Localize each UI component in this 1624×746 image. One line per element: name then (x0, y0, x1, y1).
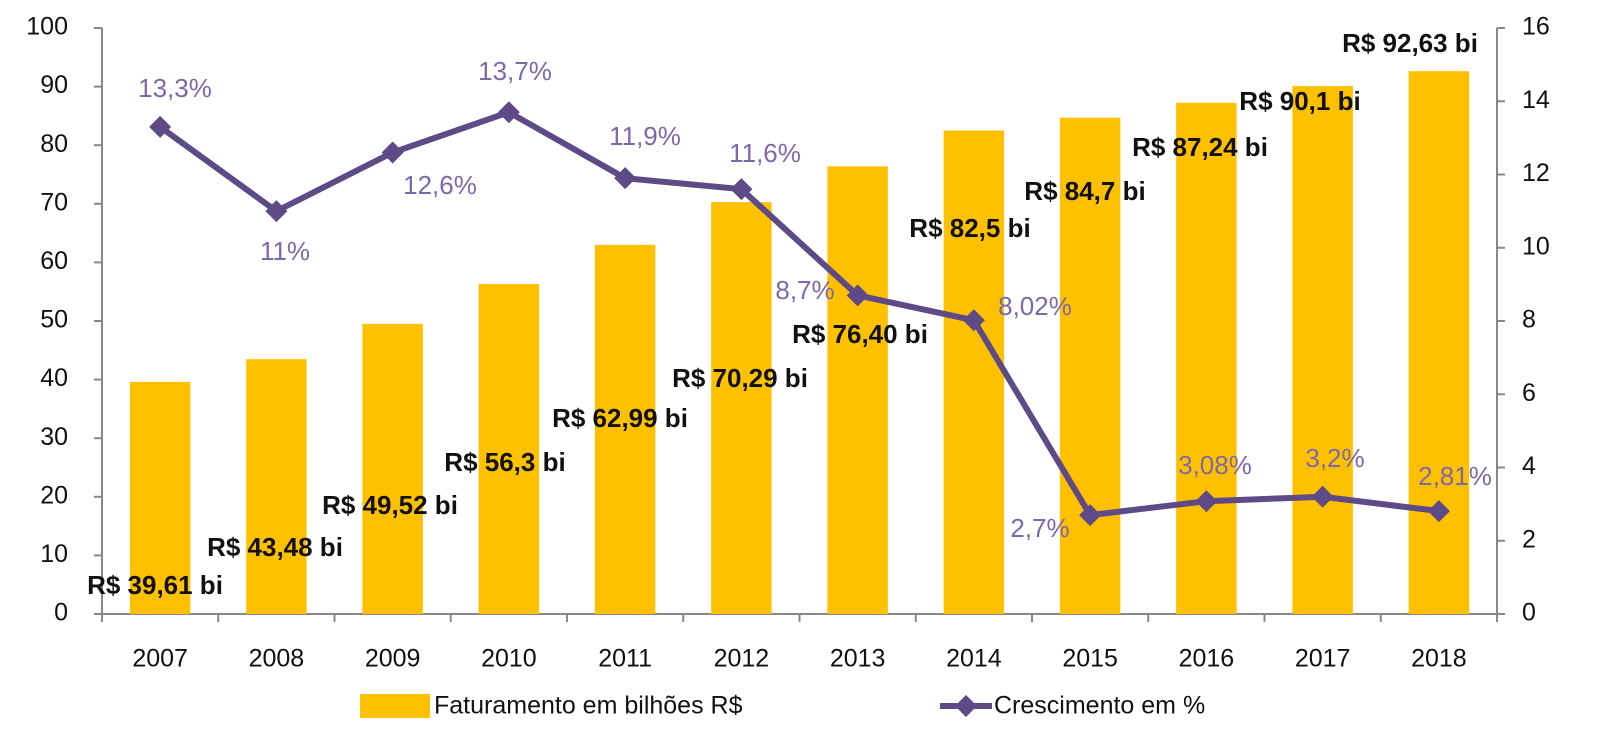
marker (614, 167, 637, 190)
x-tick-label: 2012 (714, 645, 770, 673)
bar (711, 202, 772, 615)
line-value-label: 2,81% (1418, 461, 1492, 491)
bar-value-label: R$ 90,1 bi (1239, 86, 1360, 116)
bar-value-label: R$ 82,5 bi (909, 213, 1030, 243)
marker (381, 141, 404, 164)
y2-tick-label: 10 (1522, 232, 1550, 260)
y-tick-label: 0 (54, 599, 68, 627)
y2-tick-label: 8 (1522, 306, 1536, 334)
y2-tick-label: 12 (1522, 159, 1550, 187)
line-value-label: 2,7% (1010, 513, 1069, 543)
line-value-label: 11,9% (609, 121, 681, 151)
y2-tick-label: 16 (1522, 13, 1550, 41)
y-tick-label: 70 (40, 188, 68, 216)
bar (478, 284, 540, 614)
bar (1059, 117, 1121, 615)
x-tick-label: 2017 (1295, 645, 1351, 673)
line (158, 108, 1440, 519)
line-value-label: 11% (260, 236, 310, 266)
marker (1427, 500, 1450, 523)
marker (265, 200, 288, 223)
legend-swatch (360, 694, 430, 718)
bar-value-label: R$ 92,63 bi (1342, 28, 1478, 58)
legend-label: Faturamento em bilhões R$ (434, 692, 743, 720)
line-value-label: 13,3% (138, 73, 212, 103)
x-tick-label: 2013 (830, 645, 886, 673)
bar-value-label: R$ 56,3 bi (444, 447, 565, 477)
bar-value-label: R$ 76,40 bi (792, 319, 928, 349)
x-tick-label: 2018 (1411, 645, 1467, 673)
marker (962, 309, 985, 332)
y-tick-label: 40 (40, 364, 68, 392)
y-tick-label: 50 (40, 306, 68, 334)
bar-value-label: R$ 39,61 bi (87, 570, 223, 600)
line-value-label: 8,02% (998, 291, 1072, 321)
bar (1408, 71, 1470, 614)
line-value-label: 3,2% (1305, 443, 1364, 473)
legend-marker (955, 695, 977, 717)
y2-tick-label: 0 (1522, 599, 1536, 627)
y2-tick-label: 2 (1522, 525, 1536, 553)
y-tick-label: 10 (40, 540, 68, 568)
legend-label: Crescimento em % (994, 692, 1205, 720)
y-tick-label: 90 (40, 71, 68, 99)
y-tick-label: 30 (40, 423, 68, 451)
x-tick-label: 2011 (598, 645, 652, 673)
line-value-label: 12,6% (403, 170, 477, 200)
bar-value-label: R$ 84,7 bi (1024, 176, 1145, 206)
x-tick-label: 2014 (946, 645, 1002, 673)
marker (1195, 490, 1218, 513)
x-tick-label: 2010 (481, 645, 537, 673)
bar (129, 381, 191, 614)
marker (149, 115, 172, 138)
x-tick-label: 2009 (365, 645, 421, 673)
y2-tick-label: 6 (1522, 379, 1536, 407)
y-tick-label: 20 (40, 481, 68, 509)
x-tick-label: 2008 (249, 645, 305, 673)
marker (730, 178, 753, 201)
bar-value-label: R$ 87,24 bi (1132, 132, 1268, 162)
x-tick-label: 2016 (1179, 645, 1235, 673)
bar (827, 166, 888, 614)
bar (943, 130, 1005, 615)
bar-value-label: R$ 70,29 bi (672, 363, 808, 393)
bar-value-label: R$ 49,52 bi (322, 490, 458, 520)
bar (362, 323, 423, 614)
bar (1176, 102, 1237, 615)
marker (846, 284, 869, 307)
y-tick-label: 60 (40, 247, 68, 275)
bar (1292, 86, 1353, 615)
bar-value-label: R$ 43,48 bi (207, 532, 343, 562)
y2-tick-label: 4 (1522, 452, 1536, 480)
y-tick-label: 100 (26, 13, 68, 41)
line-value-label: 13,7% (478, 56, 552, 86)
bar (594, 244, 656, 614)
line-value-label: 8,7% (775, 275, 834, 305)
marker (1311, 485, 1334, 508)
marker (497, 101, 520, 124)
y2-tick-label: 14 (1522, 86, 1550, 114)
marker (1079, 504, 1102, 527)
x-tick-label: 2007 (132, 645, 188, 673)
line-value-label: 11,6% (729, 138, 801, 168)
bar (246, 359, 307, 614)
y-tick-label: 80 (40, 130, 68, 158)
bar-value-label: R$ 62,99 bi (552, 403, 688, 433)
line-value-label: 3,08% (1178, 450, 1252, 480)
x-tick-label: 2015 (1062, 645, 1118, 673)
